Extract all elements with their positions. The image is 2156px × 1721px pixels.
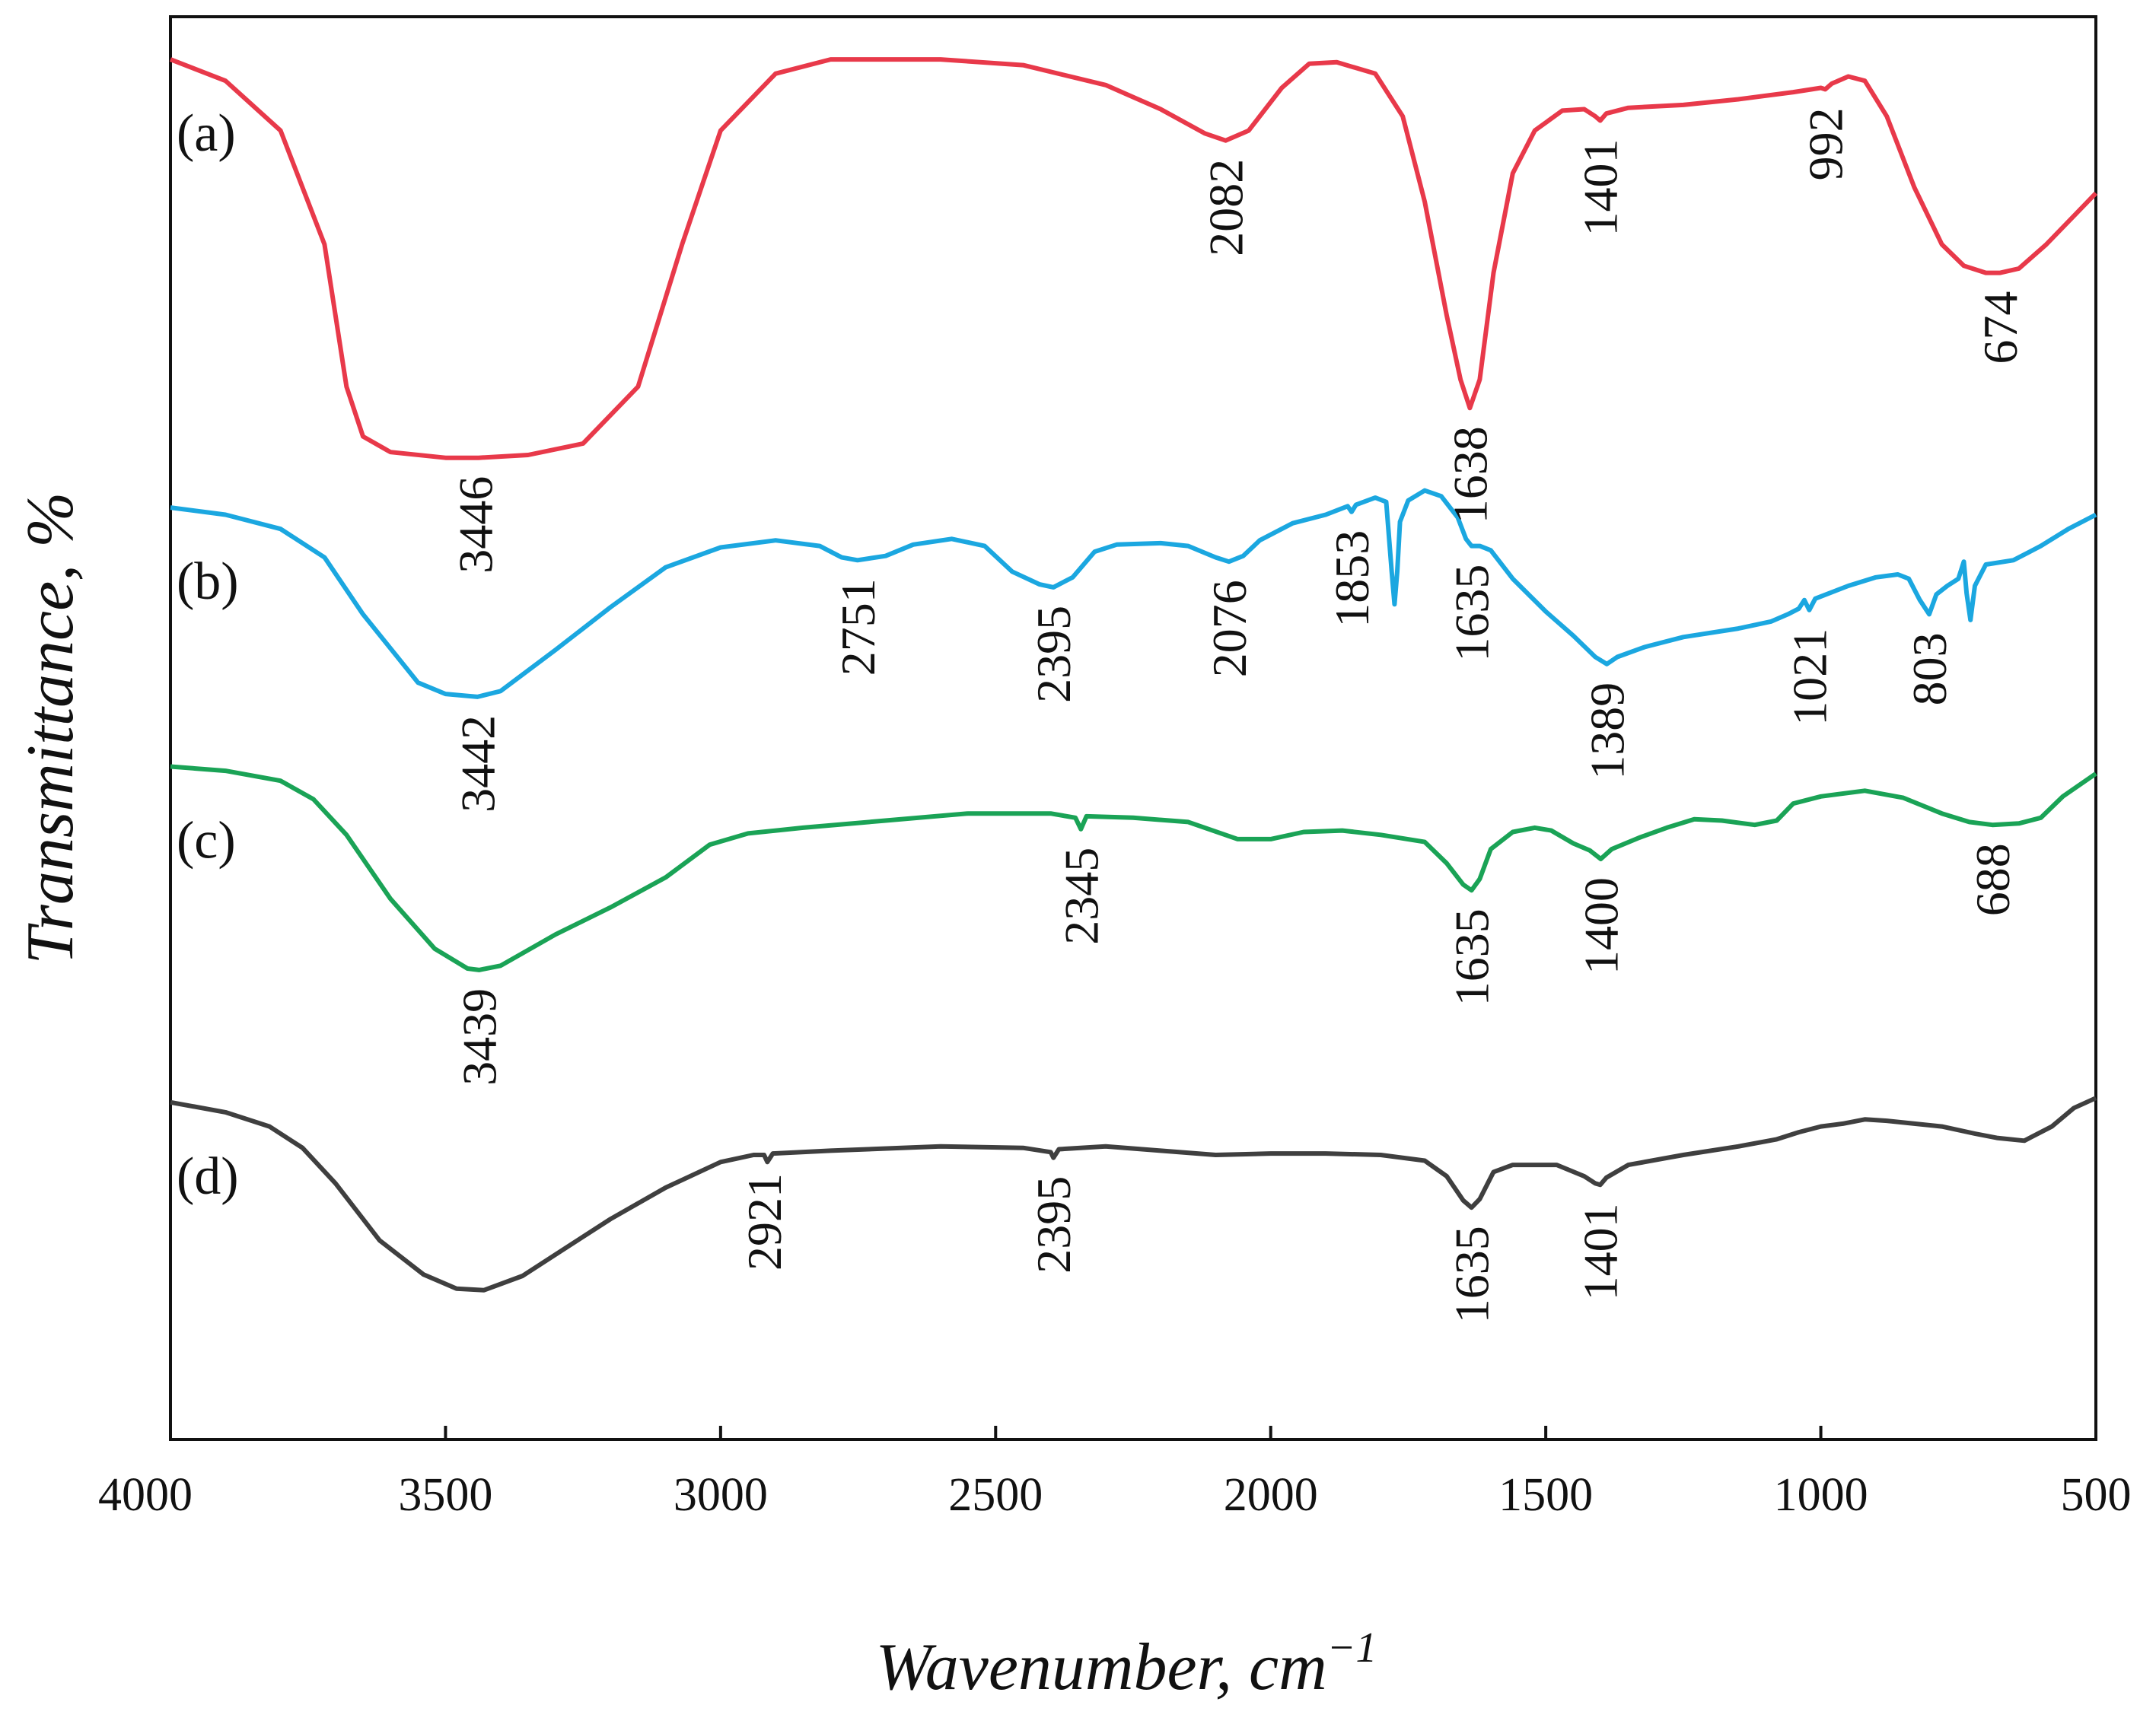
peak-label-b-1389: 1389 [1580,682,1634,780]
series-tag-a: (a) [177,104,236,163]
peak-label-a-674: 674 [1973,291,2027,364]
series-line-d [170,1096,2097,1293]
peak-label-c-3439: 3439 [453,988,507,1086]
peak-label-a-2082: 2082 [1199,159,1253,256]
x-tick-label-500: 500 [2061,1469,2132,1521]
series-tags: (a) (b) (c) (d) [177,104,239,1206]
series-tag-d: (d) [177,1147,239,1206]
peak-label-b-803: 803 [1903,632,1957,705]
x-tick-label-3000: 3000 [674,1469,768,1521]
peak-label-b-2751: 2751 [831,578,885,676]
x-axis-title-superscript: −1 [1327,1624,1377,1672]
series-line-b [170,488,2097,699]
x-tick-labels: 4000 3500 3000 2500 2000 1500 1000 500 [98,1469,2132,1521]
series-line-a [169,57,2098,460]
x-axis-title-text: Wavenumber, cm [876,1630,1327,1704]
peak-label-a-1401: 1401 [1574,139,1628,237]
peak-label-b-2076: 2076 [1202,580,1256,677]
peak-label-c-2345: 2345 [1054,848,1108,945]
y-axis-title: Transmittance, % [14,492,88,965]
x-tick-label-4000: 4000 [98,1469,193,1521]
peak-label-a-3446: 3446 [449,476,503,574]
x-tick-marks [169,1426,2097,1439]
peak-label-a-992: 992 [1798,107,1852,180]
x-tick-label-2000: 2000 [1224,1469,1318,1521]
peak-label-d-1401: 1401 [1574,1203,1628,1300]
peak-label-c-688: 688 [1966,843,2020,916]
series-tag-b: (b) [177,552,239,611]
series-line-c [170,764,2097,972]
peak-label-b-1021: 1021 [1782,628,1836,726]
x-axis-title: Wavenumber, cm−1 [876,1624,1377,1704]
peak-annotations: 3446 2082 1638 1401 992 674 3442 2751 2395 2076 18… [449,107,2028,1323]
peak-label-b-3442: 3442 [451,715,505,813]
peak-label-c-1400: 1400 [1574,877,1628,975]
x-tick-label-3500: 3500 [398,1469,492,1521]
peak-label-b-1635: 1635 [1445,565,1499,662]
peak-label-a-1638: 1638 [1443,426,1497,523]
x-tick-label-2500: 2500 [948,1469,1043,1521]
peak-label-c-1635: 1635 [1445,908,1499,1006]
peak-label-d-1635: 1635 [1445,1226,1499,1323]
peak-label-d-2395: 2395 [1027,1176,1081,1274]
series-tag-c: (c) [177,811,236,870]
peak-label-d-2921: 2921 [737,1173,791,1271]
x-tick-label-1000: 1000 [1774,1469,1868,1521]
peak-label-b-1853: 1853 [1325,530,1379,628]
x-tick-label-1500: 1500 [1498,1469,1593,1521]
series-layer [169,57,2098,1293]
plot-frame [169,15,2097,1441]
peak-label-b-2395: 2395 [1027,606,1081,703]
